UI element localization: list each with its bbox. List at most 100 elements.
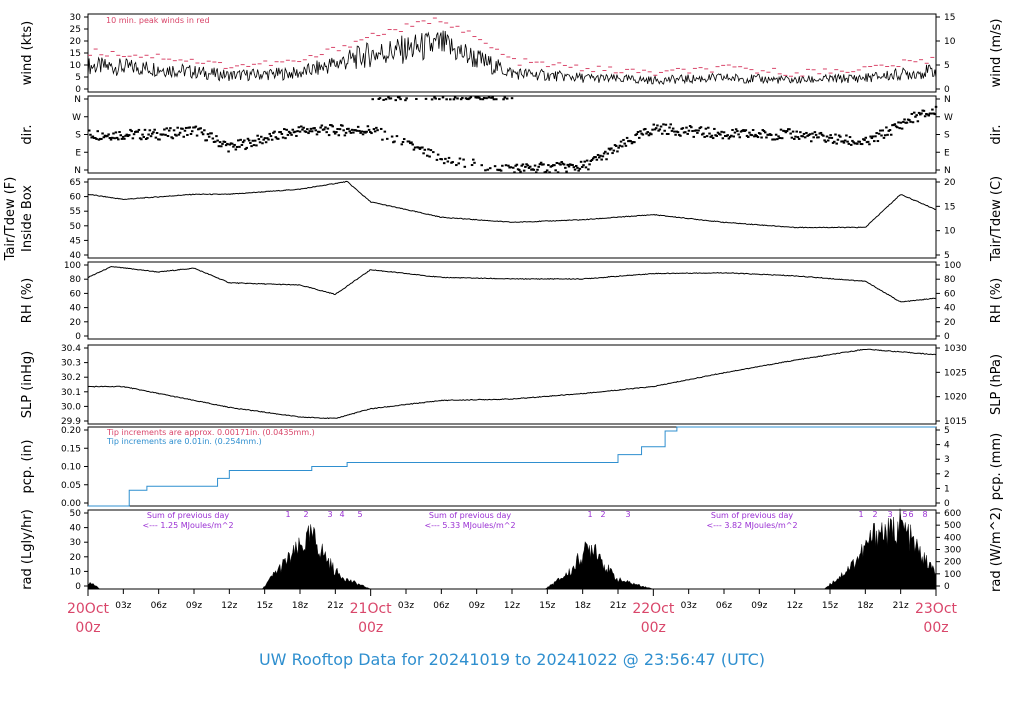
direction-point (88, 129, 91, 132)
direction-point (591, 157, 595, 160)
series-line-rh (87, 265, 937, 303)
direction-point (284, 137, 287, 140)
direction-point (539, 161, 543, 164)
direction-point (434, 97, 437, 100)
direction-point (576, 166, 579, 169)
direction-point (567, 165, 571, 168)
hour-tick-label: 21z (327, 601, 343, 611)
direction-point (417, 146, 421, 149)
direction-point (373, 130, 377, 133)
right-tick-label: N (944, 95, 951, 105)
direction-point (366, 125, 370, 128)
direction-point (555, 161, 559, 164)
direction-point (96, 130, 99, 133)
direction-point (201, 133, 205, 136)
direction-point (558, 162, 561, 165)
direction-point (293, 130, 297, 133)
direction-point (258, 141, 262, 144)
direction-point (441, 96, 445, 99)
direction-point (324, 126, 327, 129)
direction-point (779, 128, 783, 131)
direction-point (463, 165, 467, 168)
left-tick-label: 55 (70, 207, 81, 217)
direction-point (834, 133, 837, 136)
direction-point (320, 124, 324, 127)
direction-point (770, 134, 773, 137)
direction-point (527, 166, 531, 169)
pcp-note: Tip increments are approx. 0.00171in. (0… (106, 428, 315, 437)
direction-point (495, 98, 498, 101)
direction-point (814, 133, 818, 136)
direction-point (811, 132, 814, 135)
radiation-area (87, 508, 937, 590)
direction-point (189, 132, 193, 135)
direction-point (909, 120, 912, 123)
direction-point (744, 129, 748, 132)
direction-point (154, 136, 158, 139)
direction-point (538, 163, 542, 166)
direction-point (436, 153, 440, 156)
day-label-hour: 00z (75, 620, 100, 636)
series-line-wind (87, 30, 937, 85)
direction-point (704, 127, 708, 130)
direction-point (659, 125, 663, 128)
hour-tick-label: 15z (822, 601, 838, 611)
direction-point (213, 140, 217, 143)
direction-point (146, 137, 149, 140)
direction-point (119, 134, 122, 137)
left-tick-label: 30 (70, 538, 82, 548)
direction-point (745, 134, 749, 137)
hour-marker: 2 (303, 510, 308, 519)
y-axis-label-right: SLP (hPa) (989, 354, 1004, 415)
direction-point (803, 136, 807, 139)
right-tick-label: 0 (944, 499, 950, 509)
direction-point (446, 160, 450, 163)
direction-point (227, 150, 230, 153)
direction-point (726, 134, 729, 137)
direction-point (313, 127, 316, 130)
direction-point (896, 126, 899, 129)
direction-point (405, 97, 408, 100)
right-tick-label: 1025 (944, 368, 967, 378)
direction-point (748, 131, 751, 134)
direction-point (302, 126, 305, 129)
direction-point (645, 132, 648, 135)
direction-point (501, 164, 504, 167)
direction-point (310, 130, 314, 133)
direction-point (257, 138, 261, 141)
direction-point (829, 134, 832, 137)
direction-point (819, 131, 823, 134)
left-tick-label: 0.00 (61, 499, 81, 509)
direction-point (795, 130, 798, 133)
left-tick-label: 5 (75, 73, 81, 83)
direction-point (246, 137, 250, 140)
hour-marker: 1 (858, 510, 863, 519)
direction-point (513, 171, 516, 174)
direction-point (393, 140, 396, 143)
direction-point (400, 143, 404, 146)
direction-point (203, 129, 206, 132)
right-tick-label: 3 (944, 455, 950, 465)
direction-point (387, 96, 390, 99)
direction-point (889, 133, 893, 136)
left-tick-label: 30.3 (61, 359, 81, 369)
direction-point (686, 132, 689, 135)
direction-point (577, 169, 580, 172)
direction-point (822, 134, 825, 137)
direction-point (571, 164, 574, 167)
direction-point (636, 131, 640, 134)
direction-point (442, 162, 446, 165)
direction-point (661, 132, 664, 135)
direction-point (639, 130, 642, 133)
direction-point (457, 162, 460, 165)
direction-point (488, 167, 492, 170)
direction-point (370, 132, 373, 135)
direction-point (150, 132, 154, 135)
direction-point (499, 169, 503, 172)
direction-point (390, 135, 394, 138)
direction-point (484, 169, 487, 172)
direction-point (897, 121, 900, 124)
direction-point (910, 112, 914, 115)
direction-point (826, 139, 830, 142)
